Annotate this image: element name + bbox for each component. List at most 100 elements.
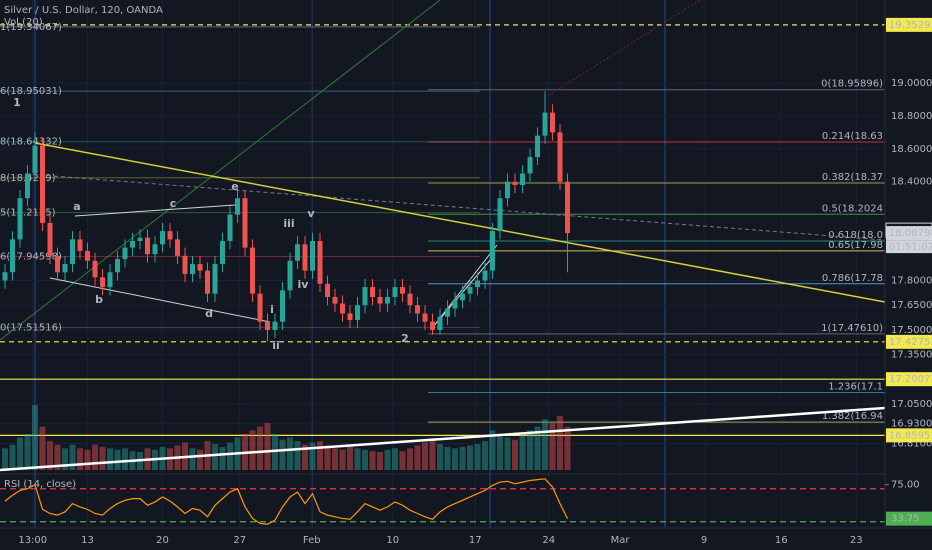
- price-box: [886, 428, 932, 443]
- price-box-label: 18.08798: [889, 228, 932, 239]
- x-tick-label: Feb: [303, 535, 321, 546]
- candles: [2, 91, 571, 342]
- candle-body: [557, 132, 563, 182]
- candle-body: [437, 316, 443, 330]
- wedge-upper: [74, 204, 236, 217]
- volume-bar: [549, 423, 556, 470]
- volume-bar: [527, 430, 534, 470]
- y-tick-label: 17.50000: [891, 325, 932, 336]
- y-tick-label: 18.80000: [891, 111, 932, 122]
- wave-label: 2: [401, 332, 409, 345]
- candle-body: [505, 181, 511, 199]
- candle-body: [415, 305, 421, 314]
- price-box-label: 19.35293: [889, 20, 932, 31]
- fib-label: 1.382(16.94: [822, 411, 883, 422]
- volume-bar: [459, 446, 466, 470]
- wave-label: iii: [283, 217, 294, 230]
- candle-body: [145, 237, 151, 255]
- channel-lower: [431, 257, 493, 329]
- candle-body: [527, 157, 533, 174]
- wave-label: 1: [13, 96, 21, 109]
- x-tick-label: 9: [701, 535, 707, 546]
- candle-body: [295, 244, 301, 261]
- volume-bar: [309, 442, 316, 470]
- x-tick-label: 24: [542, 535, 555, 546]
- volume-bar: [294, 441, 301, 470]
- x-tick-label: 27: [233, 535, 246, 546]
- volume-bar: [92, 444, 99, 470]
- x-tick-label: 16: [775, 535, 788, 546]
- price-box-label: 17.20073: [889, 374, 932, 385]
- volume-bar: [384, 449, 391, 470]
- candle-body: [317, 241, 323, 284]
- volume-bar: [347, 446, 354, 470]
- candle-body: [175, 239, 181, 256]
- candle-body: [340, 303, 346, 314]
- volume-bar: [47, 441, 54, 470]
- candle-body: [250, 247, 256, 294]
- candle-body: [160, 231, 166, 245]
- candle-body: [302, 244, 308, 271]
- fib-label: 0.382(18.37: [822, 172, 883, 183]
- wave-label: b: [95, 293, 103, 306]
- fib-label: 0.5(18.2024: [822, 203, 883, 214]
- fib-label: 0.65(17.98: [828, 240, 883, 251]
- rsi-line: [4, 478, 569, 525]
- candle-body: [2, 272, 8, 281]
- candle-body: [40, 145, 46, 223]
- candle-body: [17, 198, 23, 240]
- volume-bar: [377, 451, 384, 470]
- candle-body: [392, 287, 398, 297]
- volume-bar: [504, 437, 511, 470]
- candle-body: [10, 239, 16, 273]
- x-tick-label: Mar: [611, 535, 631, 546]
- candle-body: [257, 293, 263, 322]
- candle-body: [497, 198, 503, 232]
- volume-bar: [452, 448, 459, 470]
- volume-bar: [107, 448, 114, 470]
- candle-body: [167, 231, 173, 240]
- candle-body: [482, 270, 488, 281]
- price-box: [886, 334, 932, 349]
- candle-body: [355, 305, 361, 321]
- volume-bar: [24, 433, 31, 470]
- volume-bar: [392, 448, 399, 470]
- rsi-tick-label: 75.00: [891, 480, 920, 491]
- volume-bar: [287, 437, 294, 470]
- candle-body: [235, 198, 241, 215]
- volume-bar: [497, 433, 504, 470]
- candle-body: [467, 287, 473, 294]
- volume-bar: [62, 448, 69, 470]
- volume-bar: [212, 444, 219, 470]
- volume-bar: [84, 449, 91, 470]
- y-tick-label: 17.80000: [891, 276, 932, 287]
- volume-bar: [489, 430, 496, 470]
- candle-body: [430, 321, 436, 330]
- volume-bar: [69, 444, 76, 470]
- candle-body: [445, 308, 451, 317]
- fib-label: 5(18.2125): [0, 208, 56, 219]
- volume-bar: [17, 437, 24, 470]
- candle-body: [370, 287, 376, 297]
- candle-body: [25, 173, 31, 199]
- volume-bar: [219, 446, 226, 470]
- volume-bar: [302, 444, 309, 470]
- candle-body: [332, 296, 338, 304]
- candle-body: [70, 239, 76, 265]
- y-tick-label: 16.81000: [891, 438, 932, 449]
- candle-body: [347, 313, 353, 321]
- candle-body: [565, 181, 571, 234]
- x-tick-label: 13: [81, 535, 94, 546]
- grid: [0, 0, 885, 528]
- volume-bar: [54, 444, 61, 470]
- candle-body: [47, 222, 53, 256]
- fib-label: 6(18.95031): [0, 86, 62, 97]
- y-tick-label: 17.05000: [891, 399, 932, 410]
- volume-bar: [264, 423, 271, 470]
- candle-body: [152, 244, 158, 255]
- wave-label: i: [270, 303, 274, 316]
- volume-bar: [2, 448, 9, 470]
- dashed-trendline: [39, 174, 886, 241]
- fib-label: 0.786(17.78: [822, 273, 883, 284]
